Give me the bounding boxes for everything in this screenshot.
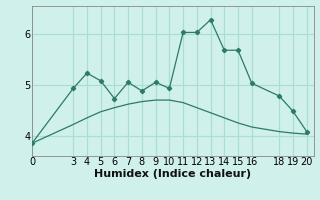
X-axis label: Humidex (Indice chaleur): Humidex (Indice chaleur)	[94, 169, 252, 179]
